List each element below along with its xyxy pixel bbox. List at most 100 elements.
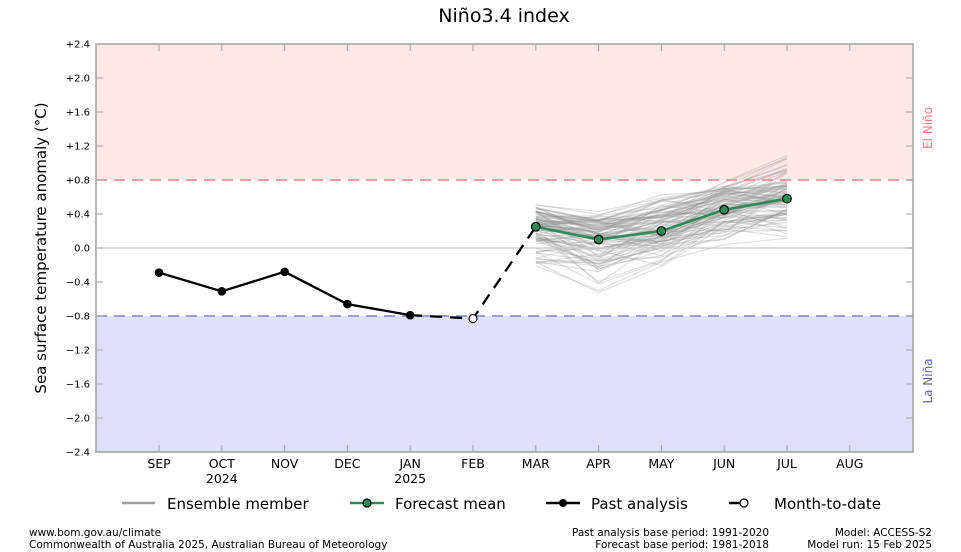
ensemble-member-line xyxy=(535,185,788,221)
footer-source: www.bom.gov.au/climate Commonwealth of A… xyxy=(29,527,387,551)
x-tick-label: OCT xyxy=(209,456,236,471)
ensemble-member-line xyxy=(535,237,788,292)
footer-forecast-base: Forecast base period: 1981-2018 xyxy=(595,539,769,551)
x-tick-label: JUN xyxy=(712,456,735,471)
ensemble-member-line xyxy=(535,213,788,273)
ensemble-member-line xyxy=(535,154,788,235)
ensemble-member-line xyxy=(535,190,788,260)
ensemble-member-line xyxy=(535,191,788,249)
legend-label-ensemble: Ensemble member xyxy=(167,495,310,513)
y-tick-label: 0.0 xyxy=(74,244,90,255)
legend-label-past: Past analysis xyxy=(591,495,688,513)
ensemble-member-line xyxy=(535,214,788,270)
y-tick-label: +1.6 xyxy=(66,108,90,119)
ensemble-member-line xyxy=(535,184,788,237)
ensemble-member-line xyxy=(535,187,788,247)
ensemble-member-line xyxy=(535,198,788,229)
ensemble-member-line xyxy=(535,215,788,231)
ensemble-member-line xyxy=(535,185,788,245)
x-tick-year-label: 2024 xyxy=(206,471,238,486)
ensemble-member-line xyxy=(535,200,788,227)
ensemble-member-line xyxy=(535,156,788,226)
x-tick-label: MAR xyxy=(522,456,550,471)
ensemble-member-line xyxy=(535,208,788,252)
ensemble-member-line xyxy=(535,190,788,225)
forecast-mean-point xyxy=(719,204,730,215)
ensemble-member-line xyxy=(535,168,788,218)
ensemble-member-line xyxy=(535,194,788,232)
ensemble-member-line xyxy=(535,209,788,262)
ensemble-member-line xyxy=(535,219,788,283)
legend-label-mtd: Month-to-date xyxy=(774,495,881,513)
forecast-mean-point xyxy=(782,193,792,204)
y-tick-label: +1.2 xyxy=(66,142,90,153)
ensemble-member-line xyxy=(535,193,788,265)
ensemble-member-line xyxy=(535,197,788,252)
x-tick-label: DEC xyxy=(334,456,361,471)
past-analysis-point xyxy=(343,299,352,309)
y-tick-label: +0.8 xyxy=(66,176,90,187)
legend-item-mtd: Month-to-date xyxy=(729,495,881,513)
ensemble-member-line xyxy=(535,170,788,258)
month-to-date-point xyxy=(468,313,478,324)
ensemble-member-line xyxy=(535,210,788,268)
x-tick-label: JUL xyxy=(776,456,797,471)
footer-base-periods: Past analysis base period: 1991-2020 For… xyxy=(572,527,769,551)
past-analysis-line xyxy=(158,270,411,317)
ensemble-member-line xyxy=(535,185,788,230)
legend-marker-past xyxy=(559,499,567,507)
past-analysis-point xyxy=(405,310,415,320)
ensemble-member-line xyxy=(535,179,788,257)
legend-marker-mtd xyxy=(739,498,749,508)
la-nina-label: La Niña xyxy=(921,358,935,403)
ensemble-member-line xyxy=(535,184,788,243)
past-analysis-point xyxy=(217,287,227,296)
y-tick-label: +0.4 xyxy=(66,210,90,221)
footer-copyright: Commonwealth of Australia 2025, Australi… xyxy=(29,539,388,551)
ensemble-member-line xyxy=(535,194,788,226)
x-tick-label: SEP xyxy=(147,456,171,471)
footer-model-name: Model: ACCESS-S2 xyxy=(834,527,932,539)
ensemble-member-line xyxy=(535,185,788,235)
reference-lines xyxy=(96,179,913,317)
y-tick-label: −2.4 xyxy=(66,448,90,459)
ensemble-member-line xyxy=(535,167,788,228)
forecast-mean-point xyxy=(530,221,541,232)
ensemble-member-line xyxy=(535,212,788,267)
ensemble-member-line xyxy=(535,220,788,267)
ensemble-member-line xyxy=(535,181,788,213)
legend: Ensemble member Forecast mean Past analy… xyxy=(122,495,881,513)
forecast-mean-point xyxy=(656,226,667,236)
past-analysis-point xyxy=(154,268,164,277)
ensemble-member-line xyxy=(535,213,788,254)
axes: −2.4 −2.0 −1.6 −1.2 −0.8 −0.4 0.0 +0.4 +0.8 +1.2 +… xyxy=(66,40,914,486)
y-tick-label: +2.4 xyxy=(66,40,90,51)
y-tick-label: −1.2 xyxy=(66,346,90,357)
ensemble-member-line xyxy=(535,195,788,231)
forecast-mean-point xyxy=(593,234,604,245)
ensemble-member-line xyxy=(535,192,788,241)
ensemble-member-line xyxy=(535,196,788,250)
data-series xyxy=(154,193,792,324)
y-tick-label: −1.6 xyxy=(66,380,90,391)
ensemble-member-line xyxy=(535,187,788,216)
y-tick-label: +2.0 xyxy=(66,74,90,85)
el-nino-label: El Niño xyxy=(921,107,935,149)
legend-item-past: Past analysis xyxy=(546,495,688,513)
ensemble-member-line xyxy=(535,228,788,258)
x-tick-label: MAY xyxy=(648,456,674,471)
footer-past-base: Past analysis base period: 1991-2020 xyxy=(572,527,769,539)
ensemble-member-line xyxy=(535,169,788,231)
ensemble-member-line xyxy=(535,182,788,238)
ensemble-member-line xyxy=(535,189,788,235)
ensemble-member-line xyxy=(535,192,788,233)
ensemble-member-line xyxy=(535,182,788,223)
ensemble-member-line xyxy=(535,199,788,223)
ensemble-member-line xyxy=(535,195,788,229)
chart-title: Niño3.4 index xyxy=(438,5,569,27)
ensemble-member-line xyxy=(535,218,788,263)
ensemble-member-line xyxy=(535,186,788,269)
legend-marker-forecast xyxy=(362,498,372,508)
y-tick-label: −2.0 xyxy=(66,414,90,425)
